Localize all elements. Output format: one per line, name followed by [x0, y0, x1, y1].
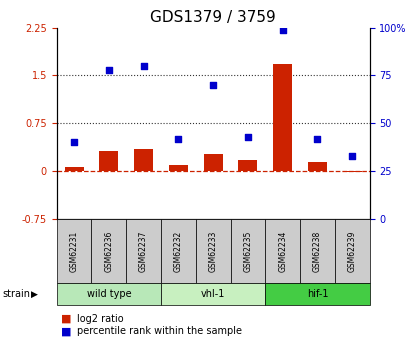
Text: GSM62239: GSM62239 — [348, 230, 357, 272]
Bar — [65, 167, 84, 171]
Text: vhl-1: vhl-1 — [201, 289, 226, 299]
Point — [105, 67, 112, 72]
Text: GSM62235: GSM62235 — [244, 230, 252, 272]
Point — [210, 82, 217, 88]
Text: GSM62233: GSM62233 — [209, 230, 218, 272]
Text: ■: ■ — [61, 314, 71, 324]
Bar — [134, 149, 153, 171]
Point — [71, 140, 77, 145]
Text: hif-1: hif-1 — [307, 289, 328, 299]
Text: wild type: wild type — [87, 289, 131, 299]
Text: log2 ratio: log2 ratio — [77, 314, 123, 324]
Bar — [99, 151, 118, 171]
Bar — [308, 162, 327, 171]
Point — [244, 134, 251, 139]
Title: GDS1379 / 3759: GDS1379 / 3759 — [150, 10, 276, 25]
Text: GSM62234: GSM62234 — [278, 230, 287, 272]
Point — [349, 153, 356, 159]
Point — [140, 63, 147, 69]
Text: ▶: ▶ — [31, 289, 38, 299]
Bar — [273, 64, 292, 171]
Text: GSM62237: GSM62237 — [139, 230, 148, 272]
Bar — [204, 154, 223, 171]
Bar — [239, 160, 257, 171]
Point — [175, 136, 182, 141]
Bar — [169, 165, 188, 171]
Text: GSM62238: GSM62238 — [313, 230, 322, 272]
Text: GSM62236: GSM62236 — [104, 230, 113, 272]
Text: GSM62232: GSM62232 — [174, 230, 183, 272]
Text: strain: strain — [2, 289, 30, 299]
Point — [279, 27, 286, 32]
Text: percentile rank within the sample: percentile rank within the sample — [77, 326, 242, 336]
Point — [314, 136, 321, 141]
Text: GSM62231: GSM62231 — [70, 230, 79, 272]
Text: ■: ■ — [61, 326, 71, 336]
Bar — [343, 171, 362, 172]
